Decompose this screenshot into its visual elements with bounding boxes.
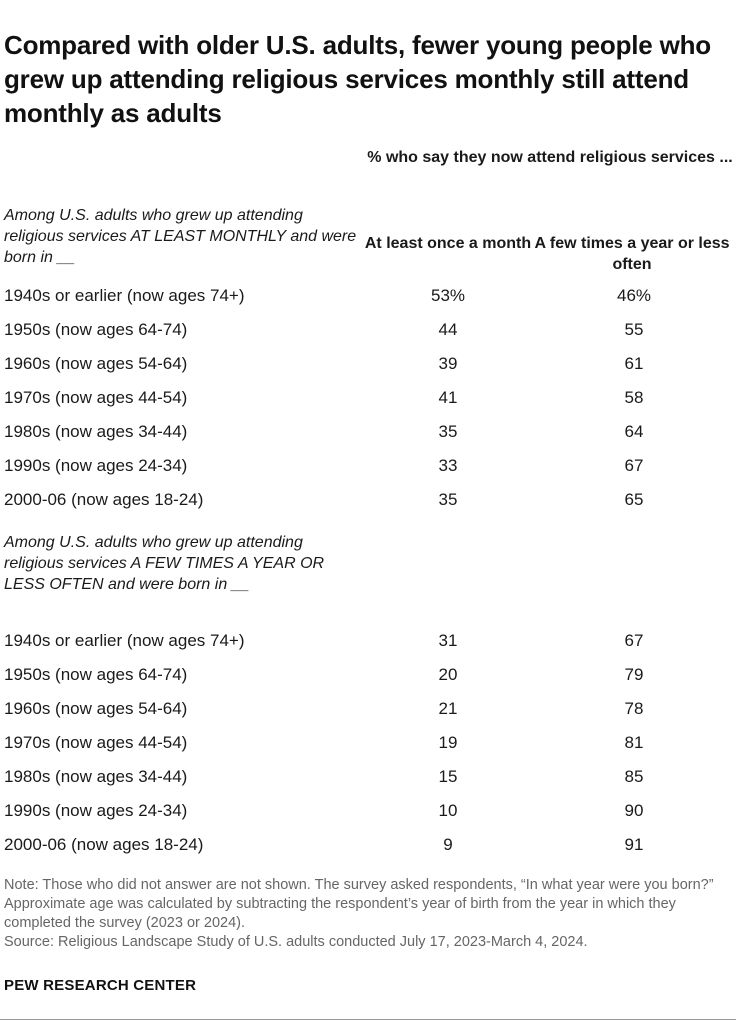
value-rarely: 90 [624, 801, 644, 820]
table-row: 1950s (now ages 64-74) 44 55 [0, 319, 736, 353]
value-monthly: 41 [438, 388, 458, 407]
group-label: Among U.S. adults who grew up attending … [4, 534, 325, 593]
note-text: Note: Those who did not answer are not s… [4, 877, 714, 931]
value-rarely: 79 [624, 665, 644, 684]
row-label: 1980s (now ages 34-44) [4, 422, 188, 441]
row-label: 1980s (now ages 34-44) [4, 767, 188, 786]
value-rarely: 65 [624, 490, 644, 509]
chart-note: Note: Those who did not answer are not s… [4, 876, 732, 952]
source-text: Source: Religious Landscape Study of U.S… [4, 934, 588, 950]
row-label: 1990s (now ages 24-34) [4, 456, 188, 475]
value-monthly: 20 [438, 665, 458, 684]
value-monthly: 35 [438, 490, 458, 509]
value-monthly: 44 [438, 320, 458, 339]
value-monthly: 53% [430, 286, 466, 305]
row-label: 1950s (now ages 64-74) [4, 665, 188, 684]
row-label: 1950s (now ages 64-74) [4, 320, 188, 339]
value-rarely: 67 [624, 631, 644, 650]
table-row: 1980s (now ages 34-44) 35 64 [0, 421, 736, 455]
table-row: 1940s or earlier (now ages 74+) 53% 46% [0, 285, 736, 319]
row-label: 1940s or earlier (now ages 74+) [4, 631, 245, 650]
value-monthly: 21 [438, 699, 458, 718]
row-label: 1970s (now ages 44-54) [4, 733, 188, 752]
row-label: 1940s or earlier (now ages 74+) [4, 286, 245, 305]
column-header-monthly: At least once a month [364, 235, 532, 252]
row-label: 1990s (now ages 24-34) [4, 801, 188, 820]
table-row: 1990s (now ages 24-34) 10 90 [0, 800, 736, 834]
table-row: 1980s (now ages 34-44) 15 85 [0, 766, 736, 800]
value-rarely: 81 [624, 733, 644, 752]
table-row: 1950s (now ages 64-74) 20 79 [0, 664, 736, 698]
value-rarely: 61 [624, 354, 644, 373]
table-row: 2000-06 (now ages 18-24) 35 65 [0, 489, 736, 523]
row-label: 1960s (now ages 54-64) [4, 354, 188, 373]
bottom-rule [0, 1019, 736, 1020]
table-row: 1960s (now ages 54-64) 39 61 [0, 353, 736, 387]
value-rarely: 64 [624, 422, 644, 441]
value-monthly: 9 [443, 835, 453, 854]
table-row: 1970s (now ages 44-54) 19 81 [0, 732, 736, 766]
value-monthly: 39 [438, 354, 458, 373]
row-label: 2000-06 (now ages 18-24) [4, 490, 204, 509]
value-monthly: 10 [438, 801, 458, 820]
table-row: 1940s or earlier (now ages 74+) 31 67 [0, 630, 736, 664]
value-rarely: 91 [624, 835, 644, 854]
column-group-header: % who say they now attend religious serv… [367, 149, 733, 166]
value-rarely: 55 [624, 320, 644, 339]
value-rarely: 85 [624, 767, 644, 786]
value-rarely: 78 [624, 699, 644, 718]
table-row: 1990s (now ages 24-34) 33 67 [0, 455, 736, 489]
value-monthly: 35 [438, 422, 458, 441]
value-monthly: 31 [438, 631, 458, 650]
value-monthly: 33 [438, 456, 458, 475]
table-row: 1970s (now ages 44-54) 41 58 [0, 387, 736, 421]
table-row: 2000-06 (now ages 18-24) 9 91 [0, 834, 736, 868]
org-logo-text: PEW RESEARCH CENTER [4, 977, 197, 994]
chart-title: Compared with older U.S. adults, fewer y… [4, 30, 711, 128]
value-rarely: 58 [624, 388, 644, 407]
row-label: 2000-06 (now ages 18-24) [4, 835, 204, 854]
value-monthly: 15 [438, 767, 458, 786]
value-monthly: 19 [438, 733, 458, 752]
row-label: 1960s (now ages 54-64) [4, 699, 188, 718]
column-header-rarely: A few times a year or less often [534, 235, 730, 273]
group-label: Among U.S. adults who grew up attending … [4, 207, 357, 266]
row-label: 1970s (now ages 44-54) [4, 388, 188, 407]
value-rarely: 46% [616, 286, 652, 305]
table-row: 1960s (now ages 54-64) 21 78 [0, 698, 736, 732]
value-rarely: 67 [624, 456, 644, 475]
